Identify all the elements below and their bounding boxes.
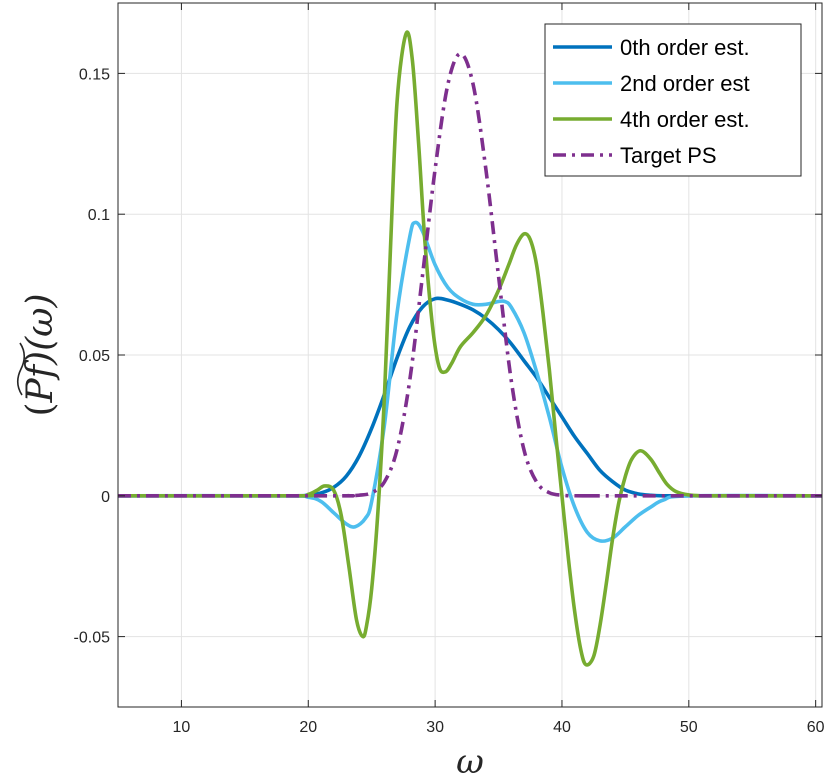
y-label-suffix: )(ω) — [20, 293, 61, 366]
legend: 0th order est. 2nd order est 4th order est… — [544, 23, 802, 177]
y-label-open-paren: ( — [20, 403, 61, 417]
legend-label-2nd-order-est: 2nd order est — [620, 71, 750, 96]
x-tick-label: 60 — [807, 719, 825, 736]
y-label-tilde — [16, 342, 26, 396]
series-line-target-ps — [117, 51, 822, 498]
x-tick-label: 30 — [426, 719, 444, 736]
y-tick-label: 0.15 — [79, 66, 110, 83]
series-line-4th-order-est — [117, 30, 822, 667]
legend-label-target-ps: Target PS — [620, 143, 717, 168]
y-axis-label: (Pf)(ω) — [16, 293, 61, 417]
x-tick-label: 50 — [680, 719, 698, 736]
legend-box — [544, 23, 802, 177]
x-tick-label: 20 — [299, 719, 317, 736]
y-tick-label: 0.1 — [88, 207, 110, 224]
svg-text:(Pf)(ω): (Pf)(ω) — [20, 293, 61, 416]
legend-label-4th-order-est: 4th order est. — [620, 107, 750, 132]
x-tick-label: 40 — [553, 719, 571, 736]
y-tick-label: 0.05 — [79, 348, 110, 365]
legend-label-0th-order-est: 0th order est. — [620, 35, 750, 60]
series-line-2nd-order-est — [117, 220, 823, 543]
y-tick-label: 0 — [101, 489, 110, 506]
ticks: 10 20 30 40 50 60 -0.05 0 0.05 0.1 0.15 — [74, 3, 825, 736]
y-tick-label: -0.05 — [74, 630, 111, 647]
y-label-p: P — [20, 378, 61, 404]
series-lines — [117, 30, 823, 667]
x-tick-label: 10 — [173, 719, 191, 736]
x-axis-label: ω — [456, 742, 484, 779]
